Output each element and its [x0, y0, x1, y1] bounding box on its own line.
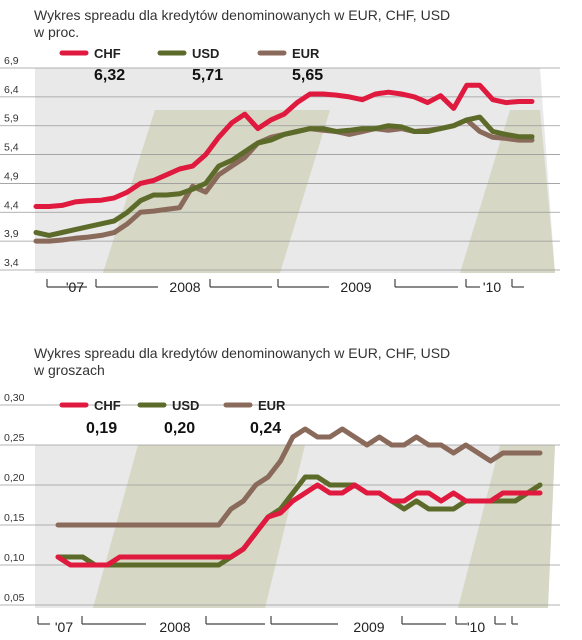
y-tick-label: 0,25 [4, 432, 25, 444]
legend-name: USD [192, 46, 219, 61]
y-tick-label: 3,9 [4, 228, 19, 240]
chart-title-line2: w groszach [33, 362, 105, 378]
y-tick-label: 6,4 [4, 84, 19, 96]
y-tick-label: 4,9 [4, 170, 19, 182]
chart-title-line1: Wykres spreadu dla kredytów denominowany… [34, 7, 450, 23]
x-tick-label: 2008 [159, 619, 190, 635]
gridlines [0, 67, 560, 271]
legend-name: USD [172, 398, 199, 413]
series-line-usd [55, 474, 543, 568]
legend-name: CHF [94, 398, 121, 413]
legend-name: EUR [292, 46, 320, 61]
chart-title-line2: w proc. [33, 24, 79, 40]
x-axis: '07 2008 2009 '10 [46, 279, 524, 295]
x-tick-label: 2009 [340, 279, 371, 295]
legend-name: EUR [258, 398, 286, 413]
x-tick-label: '07 [55, 619, 73, 635]
series-line-chf [55, 482, 543, 568]
legend: CHF 6,32 USD 5,71 EUR 5,65 [59, 46, 323, 84]
y-tick-label: 0,15 [4, 512, 25, 524]
y-tick-label: 0,30 [4, 392, 25, 404]
year-band-2008 [103, 110, 330, 273]
legend-value: 0,24 [250, 420, 281, 437]
year-band-2010 [458, 445, 555, 608]
series-line-chf [33, 82, 535, 209]
legend-value: 0,20 [164, 420, 195, 437]
x-axis: '07 2008 2009 '10 [37, 616, 518, 635]
x-tick-label: '10 [467, 619, 485, 635]
legend-value: 5,71 [192, 67, 223, 84]
chart-percent: Wykres spreadu dla kredytów denominowany… [0, 7, 560, 295]
y-tick-label: 3,4 [4, 257, 19, 269]
y-tick-label: 0,10 [4, 552, 25, 564]
legend: CHF 0,19 USD 0,20 EUR 0,24 [59, 398, 286, 437]
y-tick-label: 5,9 [4, 113, 19, 125]
series-lines [33, 82, 535, 244]
y-tick-label: 4,4 [4, 199, 19, 211]
legend-value: 5,65 [292, 67, 323, 84]
y-tick-label: 5,4 [4, 142, 19, 154]
series-line-eur [55, 426, 543, 528]
legend-name: CHF [94, 46, 121, 61]
y-tick-label: 0,05 [4, 592, 25, 604]
year-band-2010 [460, 110, 555, 273]
chart-title-line1: Wykres spreadu dla kredytów denominowany… [34, 345, 450, 361]
legend-value: 6,32 [94, 67, 125, 84]
series-line-usd [33, 114, 535, 238]
y-axis-ticks: 0,30 0,25 0,20 0,15 0,10 0,05 [4, 392, 25, 604]
x-tick-label: 2008 [169, 279, 200, 295]
y-tick-label: 6,9 [4, 55, 19, 67]
y-axis-ticks: 6,9 6,4 5,9 5,4 4,9 4,4 3,9 3,4 [4, 55, 19, 269]
series-lines [55, 426, 543, 568]
chart-grosze: Wykres spreadu dla kredytów denominowany… [0, 345, 560, 635]
y-tick-label: 0,20 [4, 472, 25, 484]
x-tick-label: '10 [483, 279, 501, 295]
legend-value: 0,19 [86, 420, 117, 437]
x-tick-label: '07 [66, 279, 84, 295]
x-tick-label: 2009 [353, 619, 384, 635]
